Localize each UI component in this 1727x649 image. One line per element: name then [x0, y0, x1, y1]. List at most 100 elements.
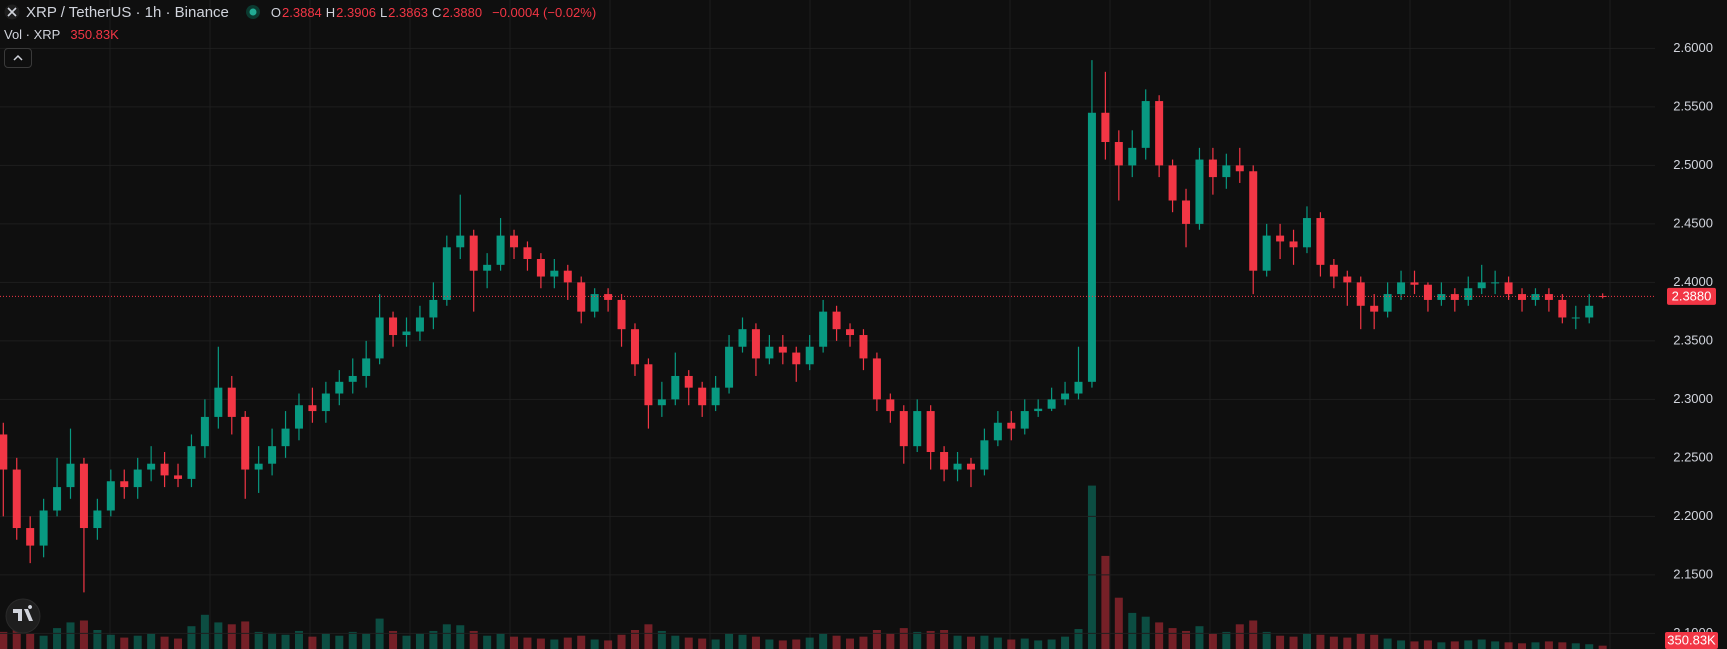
volume-bar — [1585, 644, 1594, 649]
ohlc-key: H — [325, 4, 336, 20]
volume-bar — [1155, 622, 1164, 649]
volume-bar — [1343, 637, 1352, 649]
candle-body — [738, 329, 747, 347]
ohlc-values: O 2.3884 H 2.3906 L 2.3863 C 2.3880 — [267, 5, 482, 20]
volume-bar — [684, 637, 693, 649]
candle-body — [1397, 282, 1406, 295]
volume-bar — [442, 624, 451, 649]
candle-body — [1356, 282, 1365, 306]
volume-bar — [644, 624, 653, 649]
volume-bar — [469, 630, 478, 649]
candle-body — [510, 235, 519, 248]
volume-bar — [1195, 626, 1204, 649]
volume-bar — [725, 633, 734, 649]
candle-body — [711, 387, 720, 406]
candle-body — [1423, 284, 1432, 300]
volume-bar — [53, 628, 62, 649]
volume-bar — [966, 636, 975, 649]
volume-bar — [913, 631, 922, 649]
candle-body — [106, 481, 115, 511]
ohlc-value: 2.3906 — [336, 4, 376, 20]
candle-body — [429, 299, 438, 318]
candle-body — [1128, 147, 1137, 166]
candle-body — [241, 416, 250, 470]
candle-body — [227, 387, 236, 417]
candle-body — [335, 381, 344, 394]
candle-body — [980, 440, 989, 470]
volume-bar — [1544, 641, 1553, 649]
y-tick-label: 2.1500 — [1673, 566, 1713, 581]
candle-body — [133, 469, 142, 488]
candle-body — [1074, 381, 1083, 394]
candle-body — [348, 375, 357, 382]
candle-body — [966, 463, 975, 470]
candle-body — [778, 346, 787, 353]
volume-bar — [26, 633, 35, 649]
candle-body — [321, 393, 330, 412]
candle-body — [644, 364, 653, 406]
candle-body — [1558, 299, 1567, 318]
candle-body — [657, 399, 666, 406]
y-tick-label: 2.3500 — [1673, 332, 1713, 347]
candle-body — [872, 358, 881, 400]
candle-body — [953, 463, 962, 470]
candle-body — [1114, 142, 1123, 166]
volume-bar — [1571, 643, 1580, 649]
candle-body — [604, 294, 613, 300]
candle-body — [1504, 282, 1513, 295]
volume-bar — [1558, 642, 1567, 649]
volume-bar — [1598, 645, 1607, 649]
candle-body — [1289, 241, 1298, 248]
volume-bar — [1249, 620, 1258, 649]
candle-body — [590, 294, 599, 312]
ohlc-key: C — [431, 4, 442, 20]
candle-body — [1208, 159, 1217, 178]
candle-body — [1155, 101, 1164, 166]
last-price-tag — [1667, 287, 1716, 305]
candle-body — [751, 329, 760, 359]
volume-bar — [120, 637, 129, 649]
volume-bar — [563, 637, 572, 649]
volume-bar — [1356, 633, 1365, 649]
logo-circle — [5, 598, 41, 634]
candle-body — [536, 258, 545, 277]
volume-bar — [1047, 639, 1056, 649]
candle-body — [442, 247, 451, 300]
volume-bar — [1208, 633, 1217, 649]
y-tick-label: 2.5500 — [1673, 98, 1713, 113]
volume-bar — [819, 633, 828, 649]
candle-body — [456, 235, 465, 248]
volume-bar — [1316, 634, 1325, 649]
logo-mark — [13, 605, 33, 621]
volume-bar — [415, 633, 424, 649]
volume-header: Vol · XRP 350.83K — [4, 25, 119, 43]
candle-body — [1410, 282, 1419, 285]
y-tick-label: 2.5000 — [1673, 157, 1713, 172]
candle-body — [402, 331, 411, 336]
volume-bar — [1101, 555, 1110, 649]
volume-bar — [738, 634, 747, 649]
candle-body — [1087, 112, 1096, 382]
volume-bar — [765, 639, 774, 649]
volume-bar — [429, 630, 438, 649]
collapse-button[interactable] — [4, 48, 32, 68]
volume-bar — [899, 628, 908, 649]
volume-bar — [1302, 633, 1311, 649]
volume-bar — [241, 621, 250, 649]
volume-bar — [308, 636, 317, 649]
candle-body — [819, 311, 828, 347]
candle-body — [0, 434, 8, 470]
volume-bar — [1531, 642, 1540, 649]
volume-bar — [1276, 635, 1285, 649]
candle-body — [725, 346, 734, 388]
volume-bar — [1061, 636, 1070, 649]
volume-bar — [483, 635, 492, 649]
volume-bar — [1410, 641, 1419, 649]
candle-body — [1585, 305, 1594, 318]
candle-body — [1302, 218, 1311, 248]
volume-bar — [886, 633, 895, 649]
candle-body — [993, 422, 1002, 441]
ohlc-pair: O 2.3884 — [271, 5, 322, 20]
volume-bar — [523, 637, 532, 649]
candle-body — [281, 428, 290, 447]
